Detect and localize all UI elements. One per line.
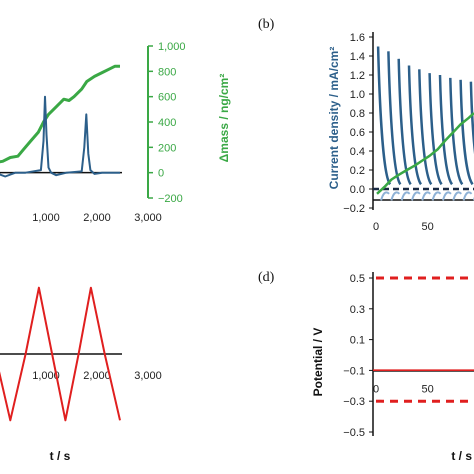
panel-b-current-peak (449, 77, 464, 186)
panel-d-x-axis-title: t / s (451, 449, 472, 463)
panel-b-current-return (400, 191, 411, 201)
panel-b-x-tick-label: 50 (421, 221, 433, 233)
panel-b-y-tick-label: 0.4 (350, 146, 365, 158)
panel-b-x-tick-label: 0 (373, 221, 379, 233)
panel-b-current-peak (469, 81, 474, 154)
panel-b-current-return (380, 191, 390, 201)
panel-b-y-tick-label: 0.0 (350, 184, 365, 196)
panel-b-y-axis-title: Current density / mA/cm² (327, 47, 341, 190)
panel-a-x-tick-label: 3,000 (134, 212, 162, 224)
panel-d-y-tick-label: −0.5 (343, 427, 365, 439)
panel-a-x-tick-label: 2,000 (83, 212, 111, 224)
panel-b-y-tick-label: 1.0 (350, 89, 365, 101)
panel-b-y-tick-label: 0.8 (350, 108, 365, 120)
panel-b-current-return (411, 191, 421, 201)
panel-b-label: (b) (258, 17, 275, 32)
panel-b-current-peak (428, 73, 443, 186)
panel-d-y-tick-label: 0.3 (350, 304, 365, 316)
panel-b-y-tick-label: 0.2 (350, 165, 365, 177)
panel-b-current-return (421, 191, 431, 201)
panel-b-current-return (431, 191, 442, 201)
panel-b-y-tick-label: 0.6 (350, 127, 365, 139)
panel-b-current-peak (397, 58, 412, 186)
panel-a-right-tick-label: 800 (158, 66, 176, 78)
panel-d-y-tick-label: 0.1 (350, 335, 365, 347)
panel-b-current-return (442, 191, 452, 201)
panel-b-y-tick-label: 1.6 (350, 32, 365, 44)
panel-a-right-tick-label: −200 (158, 193, 183, 205)
panel-c-x-axis-title: t / s (50, 449, 71, 463)
panel-b-y-tick-label: 1.2 (350, 70, 365, 82)
panel-b-current-return (462, 191, 473, 201)
panel-c-x-tick-label: 3,000 (134, 370, 162, 382)
panel-b-mass-line (376, 112, 474, 195)
panel-b-current-peak (387, 51, 402, 186)
panel-d-y-tick-label: −0.3 (343, 396, 365, 408)
panel-c-x-tick-label: 1,000 (32, 370, 60, 382)
panel-b-current-return (452, 191, 462, 201)
panel-c-potential-line (0, 286, 121, 422)
panel-b-current-peak (459, 79, 474, 186)
panel-b-current-return (390, 191, 401, 201)
panel-d-y-tick-label: 0.5 (350, 273, 365, 285)
panel-a-right-tick-label: 200 (158, 142, 176, 154)
panel-c-x-tick-label: 2,000 (83, 370, 111, 382)
panel-b-current-peak (376, 46, 392, 186)
panel-b-y-tick-label: 1.4 (350, 51, 365, 63)
panel-a-x-tick-label: 1,000 (32, 212, 60, 224)
panel-a-right-axis-title: Δmass / ng/cm² (217, 74, 231, 163)
panel-a-current-line (0, 95, 120, 178)
panel-b-y-tick-label: −0.2 (343, 203, 365, 215)
panel-b-current-peak (407, 65, 423, 186)
panel-d-y-tick-label: −0.1 (343, 365, 365, 377)
panel-a-right-tick-label: 600 (158, 92, 176, 104)
panel-a-right-tick-label: 400 (158, 117, 176, 129)
panel-b-current-peak (438, 74, 454, 186)
panel-a-right-tick-label: 1,000 (158, 41, 186, 53)
panel-d-y-axis-title: Potential / V (311, 328, 325, 397)
panel-a-mass-line (0, 64, 120, 164)
panel-d-label: (d) (258, 270, 275, 285)
panel-a-right-tick-label: 0 (158, 168, 164, 180)
panel-b-current-peak (418, 69, 433, 186)
panel-d-x-tick-label: 50 (421, 383, 433, 395)
panel-d-x-tick-label: 0 (373, 383, 379, 395)
